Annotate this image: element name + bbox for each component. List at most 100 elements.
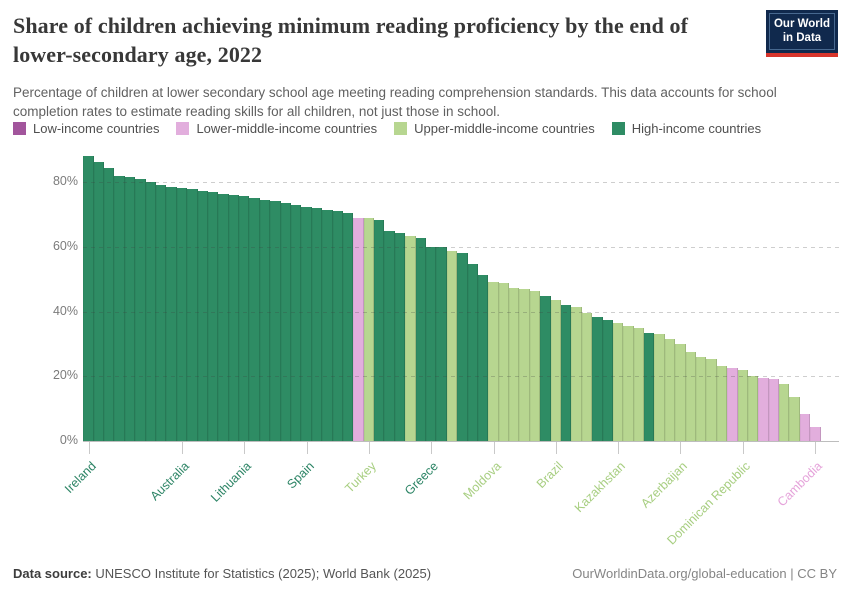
legend-label: Upper-middle-income countries: [414, 121, 595, 136]
legend-label: Low-income countries: [33, 121, 160, 136]
bar[interactable]: [218, 193, 229, 441]
bar[interactable]: [155, 184, 167, 441]
bar[interactable]: [685, 351, 697, 441]
bar[interactable]: [342, 213, 354, 441]
license-link[interactable]: CC BY: [797, 566, 837, 581]
bar[interactable]: [477, 275, 489, 441]
bar[interactable]: [104, 168, 115, 441]
bar[interactable]: [311, 208, 323, 441]
bar[interactable]: [197, 191, 208, 441]
bar[interactable]: [623, 325, 634, 441]
bar[interactable]: [405, 236, 416, 441]
bar[interactable]: [374, 219, 385, 441]
bar[interactable]: [384, 230, 395, 441]
bar[interactable]: [644, 332, 655, 441]
bar[interactable]: [789, 396, 800, 441]
bar[interactable]: [467, 264, 478, 441]
bar[interactable]: [446, 250, 458, 441]
x-axis-label[interactable]: Cambodia: [775, 459, 826, 510]
chart-subtitle: Percentage of children at lower secondar…: [13, 85, 777, 119]
bar[interactable]: [799, 414, 811, 441]
bar[interactable]: [675, 344, 686, 441]
bar[interactable]: [602, 319, 613, 441]
bar[interactable]: [280, 203, 291, 441]
x-axis-label[interactable]: Ireland: [61, 459, 99, 496]
bar[interactable]: [716, 366, 728, 441]
bar[interactable]: [509, 287, 520, 441]
bar[interactable]: [291, 204, 302, 441]
x-axis-tick: [493, 442, 495, 454]
x-axis-label[interactable]: Lithuania: [208, 459, 255, 505]
x-axis-tick: [368, 442, 370, 454]
bar[interactable]: [519, 289, 530, 441]
bar[interactable]: [415, 238, 426, 441]
bar[interactable]: [561, 305, 572, 441]
bar[interactable]: [363, 217, 375, 441]
x-axis-label[interactable]: Spain: [283, 459, 317, 492]
bar[interactable]: [768, 379, 780, 441]
bar[interactable]: [93, 162, 105, 441]
bar[interactable]: [114, 175, 125, 441]
bar[interactable]: [457, 253, 468, 441]
bar[interactable]: [592, 316, 603, 441]
bar[interactable]: [166, 186, 177, 441]
bar[interactable]: [322, 209, 333, 441]
bar[interactable]: [488, 281, 499, 441]
bar[interactable]: [737, 370, 748, 441]
x-axis-label[interactable]: Brazil: [533, 459, 566, 492]
bar[interactable]: [249, 197, 260, 441]
legend-item-upper-middle-income[interactable]: Upper-middle-income countries: [394, 121, 595, 136]
x-axis-tick: [244, 442, 246, 454]
bar[interactable]: [332, 211, 343, 441]
bar[interactable]: [529, 291, 541, 441]
x-axis-label[interactable]: Moldova: [460, 459, 504, 503]
x-axis-label[interactable]: Azerbaijan: [638, 459, 691, 511]
bar[interactable]: [633, 328, 645, 441]
bar[interactable]: [612, 322, 624, 441]
legend-swatch-low-income: [13, 122, 26, 135]
bar[interactable]: [301, 206, 312, 441]
owid-logo[interactable]: Our World in Data: [766, 10, 838, 57]
bar[interactable]: [353, 217, 364, 441]
x-axis-label[interactable]: Greece: [402, 459, 442, 498]
bar[interactable]: [696, 356, 707, 441]
bar[interactable]: [176, 187, 188, 441]
x-axis-label[interactable]: Kazakhstan: [571, 459, 629, 516]
footer-links: OurWorldinData.org/global-education | CC…: [572, 566, 837, 581]
owid-url-link[interactable]: OurWorldinData.org/global-education: [572, 566, 787, 581]
bar[interactable]: [581, 313, 593, 441]
page-title: Share of children achieving minimum read…: [13, 13, 689, 67]
bar[interactable]: [654, 334, 665, 441]
bar[interactable]: [540, 296, 551, 441]
bar[interactable]: [426, 246, 437, 441]
bar[interactable]: [706, 359, 717, 441]
bar[interactable]: [83, 156, 94, 441]
x-axis-label[interactable]: Australia: [147, 459, 192, 504]
bar[interactable]: [571, 307, 582, 441]
bar[interactable]: [727, 368, 738, 441]
legend-item-low-income[interactable]: Low-income countries: [13, 121, 159, 136]
bar[interactable]: [394, 233, 406, 441]
bar[interactable]: [145, 182, 156, 441]
bar[interactable]: [758, 377, 769, 441]
bar[interactable]: [187, 189, 198, 441]
bar[interactable]: [259, 199, 271, 441]
bar[interactable]: [779, 384, 790, 441]
bar[interactable]: [207, 192, 219, 441]
bar[interactable]: [498, 283, 510, 441]
x-axis-label[interactable]: Turkey: [342, 459, 379, 496]
bar[interactable]: [270, 201, 281, 441]
bar[interactable]: [436, 246, 447, 441]
legend-item-high-income[interactable]: High-income countries: [611, 121, 761, 136]
legend-item-lower-middle-income[interactable]: Lower-middle-income countries: [176, 121, 377, 136]
bar[interactable]: [228, 194, 240, 441]
bar[interactable]: [124, 177, 136, 441]
bar[interactable]: [135, 179, 146, 441]
gridline: [83, 311, 839, 313]
bar[interactable]: [550, 299, 562, 441]
bar[interactable]: [810, 427, 821, 441]
bar[interactable]: [239, 196, 250, 441]
bar[interactable]: [664, 339, 676, 441]
bar[interactable]: [747, 375, 759, 441]
